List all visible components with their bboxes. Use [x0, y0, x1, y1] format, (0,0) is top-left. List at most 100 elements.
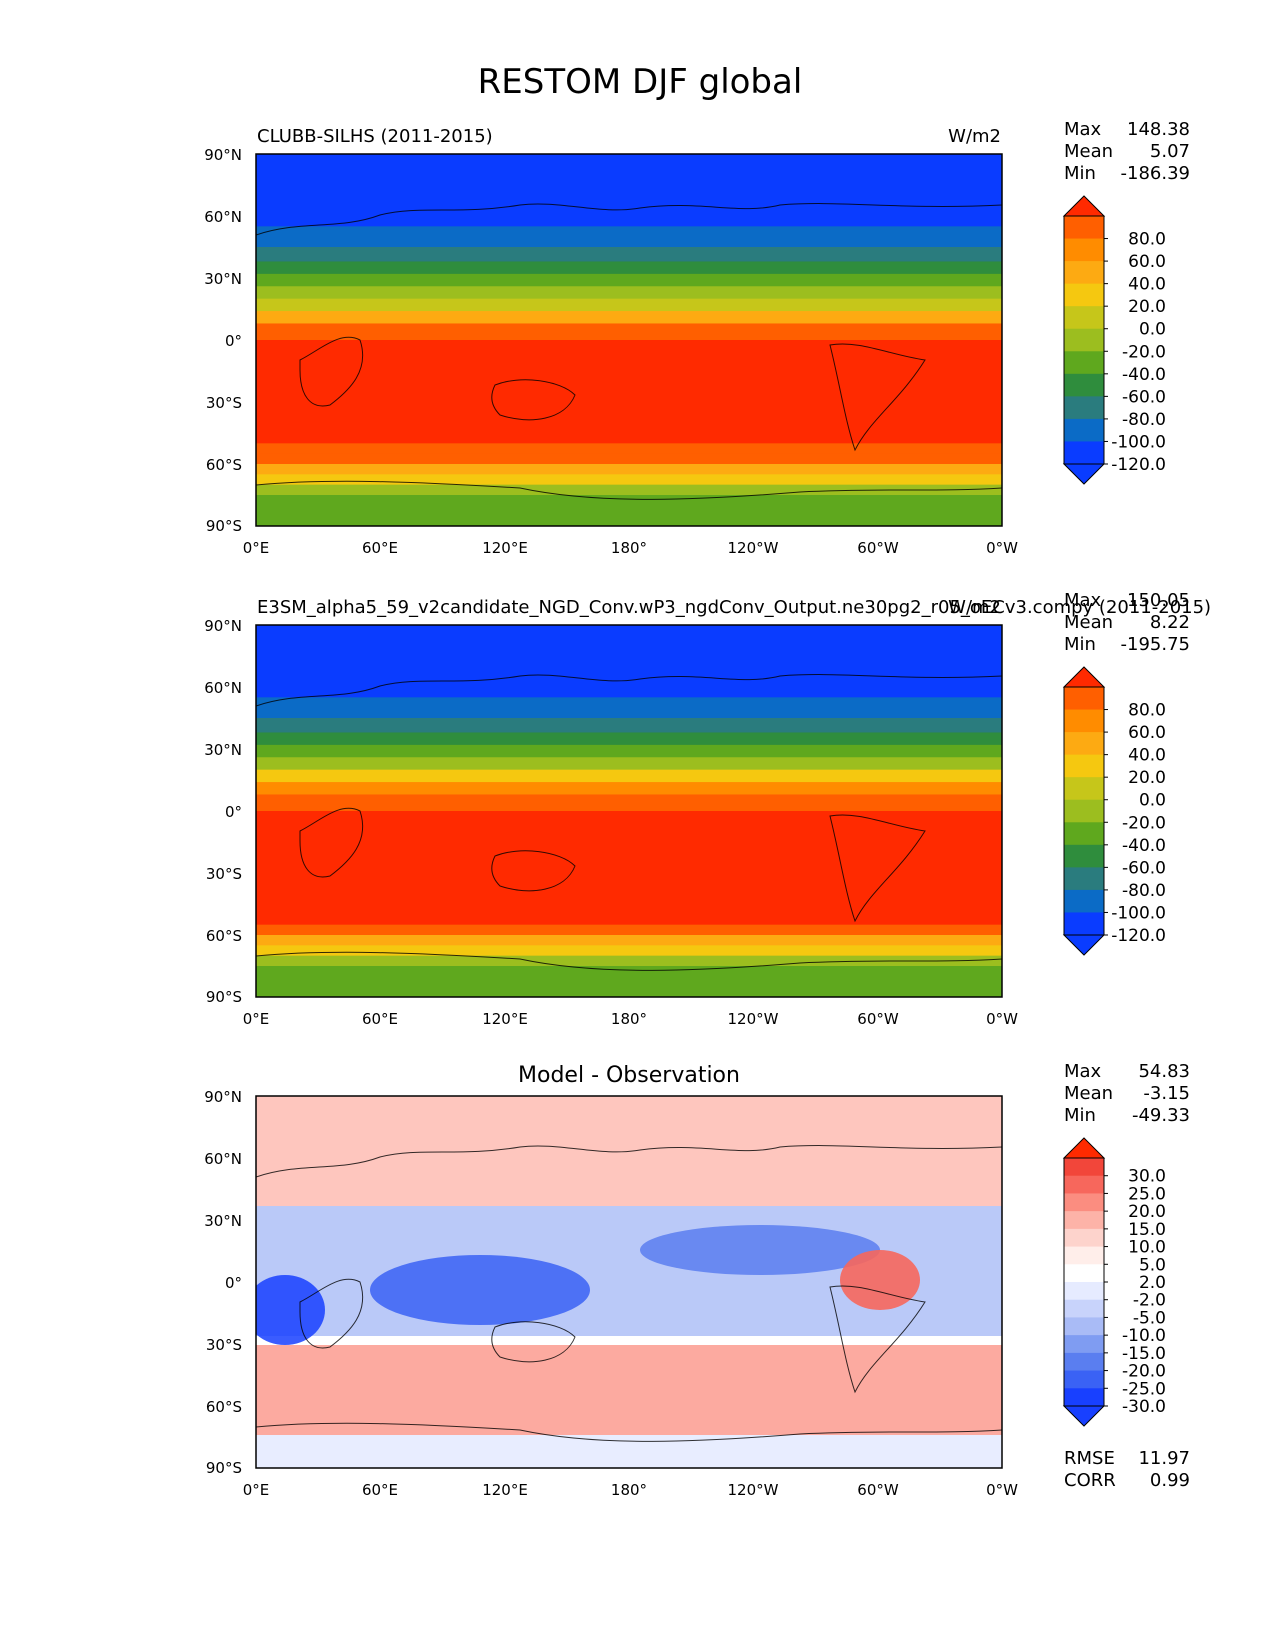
zonal-band: [256, 794, 1002, 812]
lat-tick-label: 90°N: [204, 146, 242, 164]
difference-patch: [256, 1275, 325, 1345]
zonal-band: [256, 666, 1002, 698]
colorbar-tick-label: -40.0: [1122, 836, 1166, 856]
colorbar-tick-label: -60.0: [1122, 387, 1166, 407]
colorbar-segment: [1064, 754, 1104, 778]
zonal-band: [256, 914, 1002, 926]
map-frame: [255, 153, 1003, 527]
zonal-band: [256, 744, 1002, 758]
coastline-outline: [256, 674, 1002, 971]
zonal-band: [256, 718, 1002, 733]
colorbar-segment: [1064, 261, 1104, 285]
lon-tick-label: 60°E: [362, 1481, 398, 1499]
zonal-band: [256, 495, 1002, 526]
colorbar-segment: [1064, 1352, 1104, 1372]
colorbar: 80.060.040.020.00.0-20.0-40.0-60.0-80.0-…: [1062, 666, 1166, 956]
difference-patch: [840, 1250, 920, 1310]
lon-tick-label: 0°W: [986, 1481, 1018, 1499]
zonal-band: [256, 247, 1002, 262]
lat-tick-labels: 90°N 60°N 30°N 0° 30°S 60°S 90°S: [204, 1088, 242, 1477]
zonal-band: [256, 945, 1002, 957]
zonal-band: [256, 360, 1002, 382]
colorbar-segment: [1064, 867, 1104, 891]
lon-tick-label: 120°E: [482, 539, 528, 557]
colorbar-segment: [1064, 1158, 1104, 1177]
zonal-band: [256, 769, 1002, 783]
stat-label: Min: [1064, 163, 1096, 184]
zonal-band: [256, 924, 1002, 936]
colorbar-tick-label: 20.0: [1128, 297, 1166, 317]
lat-tick-labels: 90°N 60°N 30°N 0° 30°S 60°S 90°S: [204, 617, 242, 1006]
colorbar-segment: [1064, 216, 1104, 240]
stat-label: Min: [1064, 634, 1096, 655]
metric-label: CORR: [1064, 1470, 1116, 1491]
stat-value: 54.83: [1138, 1061, 1190, 1082]
zonal-band: [256, 340, 1002, 362]
lon-tick-label: 0°E: [243, 1010, 270, 1028]
stat-value: -195.75: [1121, 634, 1190, 655]
colorbar-tick-label: -20.0: [1122, 813, 1166, 833]
map-frame: [255, 1095, 1003, 1469]
lon-tick-label: 0°W: [986, 1010, 1018, 1028]
panel-test: CLUBB-SILHS (2011-2015) W/m2 90°N 60°N 3…: [204, 119, 1190, 557]
zonal-band: [256, 261, 1002, 275]
colorbar-segment: [1064, 1388, 1104, 1407]
colorbar-segment: [1064, 418, 1104, 442]
colorbar-segment: [1064, 709, 1104, 733]
colorbar-tick-label: -5.0: [1133, 1308, 1166, 1328]
colorbar-segment: [1064, 1370, 1104, 1389]
colorbar-segment: [1064, 844, 1104, 868]
difference-patch: [370, 1255, 590, 1325]
colorbar-tick-label: 25.0: [1128, 1184, 1166, 1204]
colorbar-tick-label: -25.0: [1122, 1379, 1166, 1399]
zonal-band: [256, 443, 1002, 455]
stat-value: -49.33: [1132, 1105, 1190, 1126]
zonal-band: [256, 453, 1002, 465]
zonal-band: [256, 484, 1002, 496]
colorbar-segment: [1064, 799, 1104, 823]
stat-label: Max: [1064, 1061, 1102, 1082]
difference-patch: [640, 1225, 880, 1275]
difference-band-south: [256, 1345, 1002, 1435]
colorbar: 80.060.040.020.00.0-20.0-40.0-60.0-80.0-…: [1062, 195, 1166, 485]
stat-label: Max: [1064, 119, 1102, 140]
lon-tick-label: 0°E: [243, 539, 270, 557]
colorbar-tick-label: 15.0: [1128, 1220, 1166, 1240]
metric-value: 11.97: [1138, 1448, 1190, 1469]
colorbar-tick-label: 20.0: [1128, 768, 1166, 788]
colorbar-tick-label: -2.0: [1133, 1291, 1166, 1311]
lon-tick-label: 180°: [611, 539, 647, 557]
metric-label: RMSE: [1064, 1448, 1115, 1469]
colorbar-tick-label: 2.0: [1139, 1273, 1166, 1293]
lat-tick-label: 90°S: [206, 1459, 242, 1477]
lat-tick-label: 60°S: [206, 927, 242, 945]
colorbar-segment: [1064, 732, 1104, 756]
lat-tick-label: 30°S: [206, 394, 242, 412]
colorbar-tick-label: 60.0: [1128, 723, 1166, 743]
stat-label: Max: [1064, 590, 1102, 611]
panel-title-right: W/m2: [948, 597, 1001, 618]
zonal-band: [256, 298, 1002, 312]
lon-tick-label: 60°E: [362, 1010, 398, 1028]
lon-tick-label: 120°W: [728, 1010, 779, 1028]
zonal-band: [256, 757, 1002, 771]
panel-title-center: Model - Observation: [518, 1063, 740, 1088]
colorbar-tick-label: 60.0: [1128, 252, 1166, 272]
lat-tick-label: 30°N: [204, 270, 242, 288]
metrics-block: RMSE 11.97 CORR 0.99: [1064, 1448, 1190, 1491]
colorbar-segment: [1064, 396, 1104, 420]
stat-label: Mean: [1064, 612, 1113, 633]
colorbar-tick-label: -40.0: [1122, 365, 1166, 385]
colorbar-tick-label: -100.0: [1111, 432, 1166, 452]
zonal-band: [256, 195, 1002, 227]
lat-tick-label: 90°N: [204, 1088, 242, 1106]
lat-tick-label: 60°N: [204, 679, 242, 697]
lat-tick-label: 60°N: [204, 1150, 242, 1168]
lon-tick-label: 120°W: [728, 539, 779, 557]
figure-title: RESTOM DJF global: [478, 62, 803, 102]
heatmap-field: [256, 154, 1002, 526]
colorbar-segment: [1064, 1228, 1104, 1248]
colorbar-segment: [1064, 1246, 1104, 1265]
metric-value: 0.99: [1150, 1470, 1190, 1491]
colorbar-segment: [1064, 912, 1104, 936]
